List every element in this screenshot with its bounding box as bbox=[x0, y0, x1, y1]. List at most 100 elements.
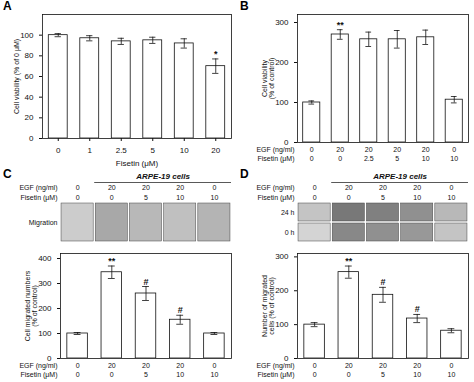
svg-text:20: 20 bbox=[25, 113, 34, 122]
svg-text:Fisetin (μM): Fisetin (μM) bbox=[257, 371, 294, 379]
svg-text:20: 20 bbox=[142, 184, 150, 191]
svg-text:0: 0 bbox=[76, 371, 80, 378]
svg-text:20: 20 bbox=[108, 362, 116, 369]
svg-text:300: 300 bbox=[275, 252, 289, 261]
svg-text:Fisetin (μM): Fisetin (μM) bbox=[20, 371, 57, 379]
svg-text:Cell migrated numbers(% of con: Cell migrated numbers(% of control) bbox=[24, 270, 39, 341]
svg-text:10: 10 bbox=[176, 371, 184, 378]
svg-text:0: 0 bbox=[452, 146, 456, 153]
svg-text:100: 100 bbox=[275, 320, 289, 329]
svg-text:20: 20 bbox=[345, 362, 353, 369]
svg-text:20: 20 bbox=[393, 146, 401, 153]
svg-text:5: 5 bbox=[144, 194, 148, 201]
svg-text:0: 0 bbox=[347, 371, 351, 378]
svg-text:Number of migratedcells (% of: Number of migratedcells (% of control) bbox=[261, 275, 276, 337]
svg-text:#: # bbox=[178, 305, 183, 315]
svg-text:60: 60 bbox=[25, 72, 34, 81]
svg-text:20: 20 bbox=[176, 184, 184, 191]
svg-text:5: 5 bbox=[395, 155, 399, 162]
svg-text:5: 5 bbox=[381, 371, 385, 378]
svg-text:2.5: 2.5 bbox=[116, 146, 128, 155]
svg-text:*: * bbox=[214, 49, 218, 59]
svg-text:Fisetin (μM): Fisetin (μM) bbox=[116, 159, 159, 168]
svg-text:10: 10 bbox=[413, 371, 421, 378]
svg-text:5: 5 bbox=[144, 371, 148, 378]
svg-text:1: 1 bbox=[88, 146, 93, 155]
svg-text:10: 10 bbox=[422, 155, 430, 162]
svg-text:20: 20 bbox=[142, 362, 150, 369]
svg-text:EGF (ng/ml): EGF (ng/ml) bbox=[19, 184, 57, 192]
svg-text:0: 0 bbox=[310, 155, 314, 162]
svg-text:0 h: 0 h bbox=[285, 229, 295, 236]
svg-text:200: 200 bbox=[275, 58, 289, 67]
svg-text:0: 0 bbox=[313, 194, 317, 201]
svg-text:5: 5 bbox=[151, 146, 156, 155]
svg-text:10: 10 bbox=[211, 194, 219, 201]
svg-text:Cell viability (% of 0 μM): Cell viability (% of 0 μM) bbox=[13, 39, 21, 114]
svg-text:**: ** bbox=[345, 256, 353, 266]
svg-text:20: 20 bbox=[413, 362, 421, 369]
svg-text:20: 20 bbox=[379, 184, 387, 191]
svg-text:20: 20 bbox=[365, 146, 373, 153]
svg-text:Migration: Migration bbox=[29, 219, 58, 227]
svg-text:0: 0 bbox=[29, 134, 34, 143]
svg-text:0: 0 bbox=[56, 146, 61, 155]
svg-text:200: 200 bbox=[38, 304, 52, 313]
svg-text:20: 20 bbox=[345, 184, 353, 191]
svg-text:0: 0 bbox=[338, 155, 342, 162]
svg-text:0: 0 bbox=[110, 371, 114, 378]
svg-text:24 h: 24 h bbox=[281, 209, 295, 216]
svg-text:0: 0 bbox=[212, 184, 216, 191]
svg-text:ARPE-19 cells: ARPE-19 cells bbox=[372, 172, 427, 181]
svg-text:0: 0 bbox=[310, 146, 314, 153]
svg-text:100: 100 bbox=[38, 329, 52, 338]
svg-text:0: 0 bbox=[313, 184, 317, 191]
svg-text:EGF (ng/ml): EGF (ng/ml) bbox=[256, 146, 294, 154]
svg-text:EGF (ng/ml): EGF (ng/ml) bbox=[19, 362, 57, 370]
svg-text:100: 100 bbox=[275, 98, 289, 107]
svg-text:10: 10 bbox=[176, 194, 184, 201]
svg-text:EGF (ng/ml): EGF (ng/ml) bbox=[256, 184, 294, 192]
svg-text:20: 20 bbox=[413, 184, 421, 191]
svg-text:#: # bbox=[415, 304, 420, 314]
svg-text:20: 20 bbox=[176, 362, 184, 369]
svg-text:100: 100 bbox=[20, 31, 34, 40]
svg-text:20: 20 bbox=[211, 146, 220, 155]
svg-text:0: 0 bbox=[212, 362, 216, 369]
svg-text:400: 400 bbox=[38, 254, 52, 263]
svg-text:20: 20 bbox=[336, 146, 344, 153]
svg-text:#: # bbox=[380, 277, 385, 287]
svg-text:300: 300 bbox=[275, 18, 289, 27]
svg-text:10: 10 bbox=[211, 371, 219, 378]
svg-text:0: 0 bbox=[313, 371, 317, 378]
svg-text:20: 20 bbox=[422, 146, 430, 153]
svg-text:0: 0 bbox=[347, 194, 351, 201]
svg-text:Cell viability(% of control): Cell viability(% of control) bbox=[261, 58, 276, 100]
svg-text:300: 300 bbox=[38, 279, 52, 288]
svg-text:#: # bbox=[143, 277, 148, 287]
svg-text:Fisetin (μM): Fisetin (μM) bbox=[257, 194, 294, 202]
svg-text:0: 0 bbox=[110, 194, 114, 201]
svg-text:10: 10 bbox=[180, 146, 189, 155]
svg-text:20: 20 bbox=[108, 184, 116, 191]
svg-text:10: 10 bbox=[448, 371, 456, 378]
svg-text:5: 5 bbox=[381, 194, 385, 201]
svg-text:10: 10 bbox=[413, 194, 421, 201]
svg-text:0: 0 bbox=[76, 194, 80, 201]
svg-text:0: 0 bbox=[449, 362, 453, 369]
svg-text:20: 20 bbox=[379, 362, 387, 369]
svg-text:40: 40 bbox=[25, 93, 34, 102]
svg-text:0: 0 bbox=[76, 184, 80, 191]
svg-text:0: 0 bbox=[76, 362, 80, 369]
svg-text:0: 0 bbox=[313, 362, 317, 369]
svg-text:EGF (ng/ml): EGF (ng/ml) bbox=[256, 362, 294, 370]
svg-text:0: 0 bbox=[449, 184, 453, 191]
svg-text:Fisetin (μM): Fisetin (μM) bbox=[20, 194, 57, 202]
svg-text:**: ** bbox=[108, 256, 116, 266]
svg-text:2.5: 2.5 bbox=[364, 155, 374, 162]
svg-text:10: 10 bbox=[450, 155, 458, 162]
svg-text:80: 80 bbox=[25, 51, 34, 60]
svg-text:ARPE-19 cells: ARPE-19 cells bbox=[135, 172, 190, 181]
svg-text:Fisetin (μM): Fisetin (μM) bbox=[257, 155, 294, 163]
svg-text:10: 10 bbox=[448, 194, 456, 201]
